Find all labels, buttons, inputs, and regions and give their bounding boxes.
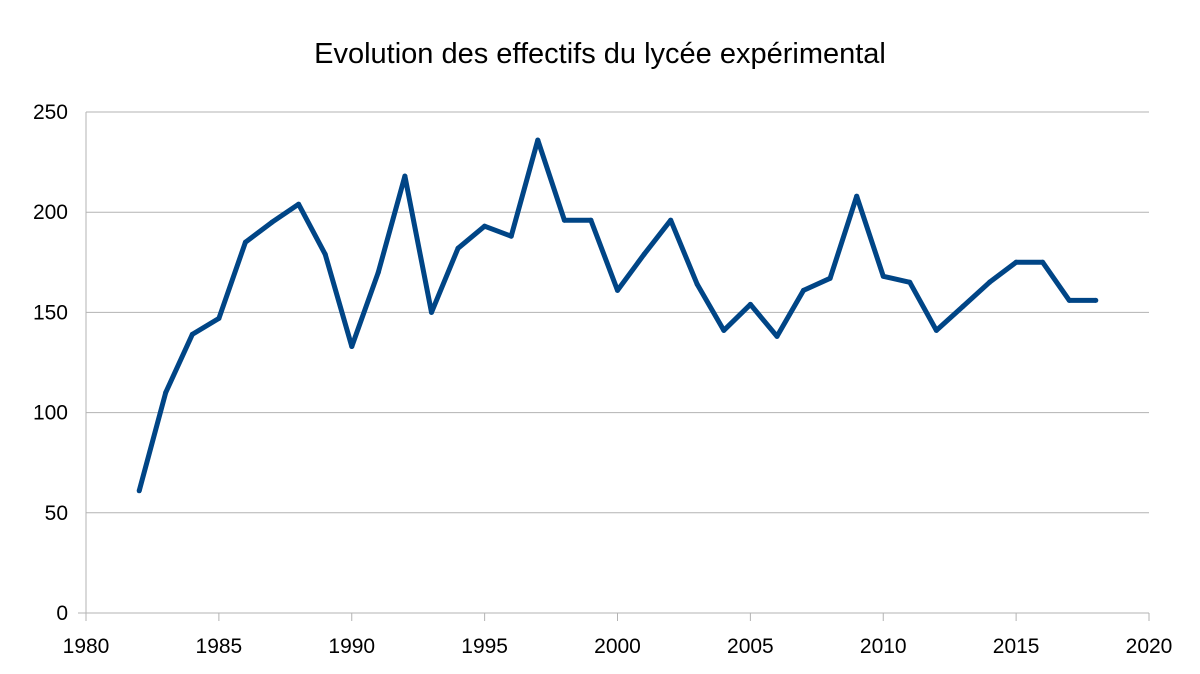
x-tick-label: 2015: [993, 635, 1040, 658]
axes: [78, 112, 1150, 621]
data-point: [296, 201, 302, 207]
data-point: [269, 219, 275, 225]
data-point: [402, 173, 408, 179]
data-point: [242, 239, 248, 245]
data-point: [1093, 297, 1099, 303]
y-tick-label: 200: [33, 201, 68, 224]
gridlines: [86, 111, 1149, 614]
data-point: [561, 217, 567, 223]
x-axis-tick-labels: 1980 1985 1990 1995 2000 2005 2010 2015 2020: [63, 635, 1173, 658]
y-tick-label: 0: [56, 602, 68, 625]
data-point: [694, 281, 700, 287]
x-tick-label: 2020: [1126, 635, 1173, 658]
data-point: [880, 273, 886, 279]
y-tick-label: 150: [33, 301, 68, 324]
data-point: [429, 309, 434, 315]
data-point: [508, 233, 514, 239]
y-axis-tick-labels: 0 50 100 150 200 250: [33, 101, 68, 625]
data-point: [615, 287, 620, 293]
data-point: [136, 488, 142, 494]
x-tick-label: 2010: [860, 635, 907, 658]
data-point: [721, 327, 727, 333]
data-point: [1040, 259, 1046, 265]
x-tick-label: 1985: [196, 635, 243, 658]
data-point: [163, 390, 169, 396]
data-point: [668, 217, 674, 223]
x-tick-label: 1995: [461, 635, 508, 658]
data-point: [455, 245, 461, 251]
data-point: [216, 315, 222, 321]
data-point: [827, 275, 833, 281]
data-point: [774, 333, 780, 339]
data-point: [189, 331, 195, 337]
series-layer: [136, 137, 1099, 494]
data-point: [535, 137, 541, 143]
y-tick-label: 100: [33, 402, 68, 425]
data-point: [1066, 297, 1072, 303]
chart-title: Evolution des effectifs du lycée expérim…: [314, 38, 886, 70]
x-tick-label: 1980: [63, 635, 110, 658]
data-point: [987, 279, 992, 285]
x-tick-label: 1990: [328, 635, 375, 658]
data-point: [960, 303, 966, 309]
data-point: [907, 279, 913, 285]
data-point: [747, 301, 753, 307]
y-tick-label: 250: [33, 101, 68, 124]
y-tick-label: 50: [45, 502, 68, 525]
data-point: [1013, 259, 1019, 265]
x-tick-label: 2005: [727, 635, 774, 658]
data-point: [641, 251, 647, 257]
data-point: [801, 287, 806, 293]
series-line: [136, 137, 1096, 492]
data-point: [375, 269, 381, 275]
data-point: [854, 193, 860, 199]
data-point: [322, 251, 328, 257]
x-tick-label: 2000: [594, 635, 641, 658]
data-point: [349, 344, 355, 349]
data-point: [933, 327, 939, 333]
data-point: [588, 217, 594, 223]
data-point: [482, 223, 488, 229]
